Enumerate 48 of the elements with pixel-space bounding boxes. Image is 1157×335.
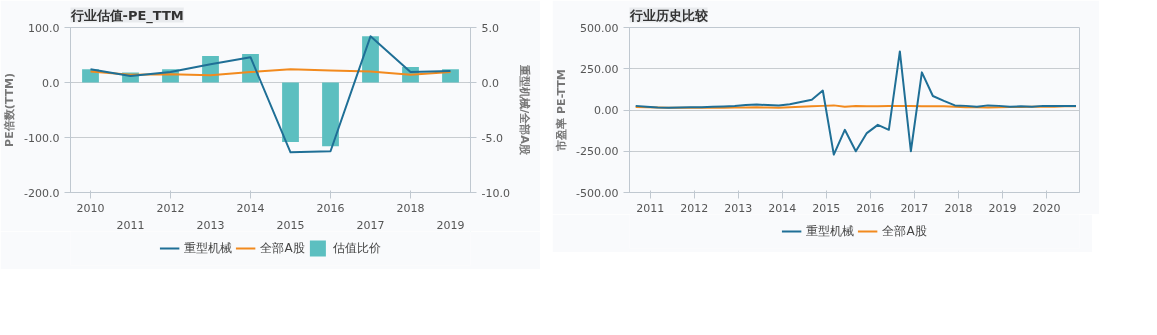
x-tick-label: 2018 [396, 201, 425, 215]
legend-label: 估值比价 [332, 239, 381, 257]
bar [322, 82, 339, 147]
y-tick-label: -500.00 [576, 186, 619, 200]
x-tick-label: 2014 [768, 201, 797, 215]
x-tick-label: 2013 [724, 201, 753, 215]
legend-label: 重型机械 [806, 222, 855, 240]
y2-tick-label: -5.0 [481, 131, 503, 145]
x-tick-label: 2016 [316, 201, 345, 215]
y2-tick-label: -10.0 [481, 186, 510, 200]
line-series [89, 35, 452, 154]
y-tick-label: -250.00 [576, 145, 619, 159]
y-tick-label: 500.00 [580, 21, 619, 35]
x-tick-label: 2011 [116, 218, 145, 232]
y-axis-title: 市盈率 PE-TTM [555, 69, 569, 152]
x-tick-label: 2014 [236, 201, 265, 215]
x-tick-label: 2019 [988, 201, 1017, 215]
chart-title: 行业历史比较 [628, 7, 709, 23]
x-tick-label: 2017 [356, 218, 385, 232]
legend-label: 全部A股 [882, 222, 927, 240]
y-tick-label: 100.0 [28, 21, 60, 35]
y2-tick-label: 0.0 [481, 76, 499, 90]
chart-title: 行业估值-PE_TTM [69, 7, 184, 24]
y-axis-title: PE倍数(TTM) [3, 73, 17, 147]
legend-label: 全部A股 [260, 239, 305, 257]
y-tick-label: -200.0 [24, 186, 60, 200]
y-tick-label: 250.00 [580, 62, 619, 76]
x-tick-label: 2012 [680, 201, 709, 215]
x-tick-label: 2018 [944, 201, 973, 215]
x-tick-label: 2012 [156, 201, 185, 215]
y2-tick-label: 5.0 [481, 21, 499, 35]
y-tick-label: -100.0 [24, 131, 60, 145]
x-tick-label: 2020 [1032, 201, 1061, 215]
legend-label: 重型机械 [184, 239, 233, 257]
y-tick-label: 0.0 [42, 76, 60, 90]
x-tick-label: 2017 [900, 201, 929, 215]
x-tick-label: 2011 [636, 201, 665, 215]
line-series [89, 68, 452, 77]
x-tick-label: 2010 [76, 201, 105, 215]
x-tick-label: 2013 [196, 218, 225, 232]
x-tick-label: 2015 [812, 201, 841, 215]
x-tick-label: 2016 [856, 201, 885, 215]
x-tick-label: 2019 [436, 218, 465, 232]
y-tick-label: 0.00 [594, 104, 619, 117]
x-tick-label: 2015 [276, 218, 305, 232]
bar [282, 82, 299, 142]
y2-axis-title: 重型机械/全部A股 [517, 64, 531, 156]
line-series [634, 50, 1077, 156]
